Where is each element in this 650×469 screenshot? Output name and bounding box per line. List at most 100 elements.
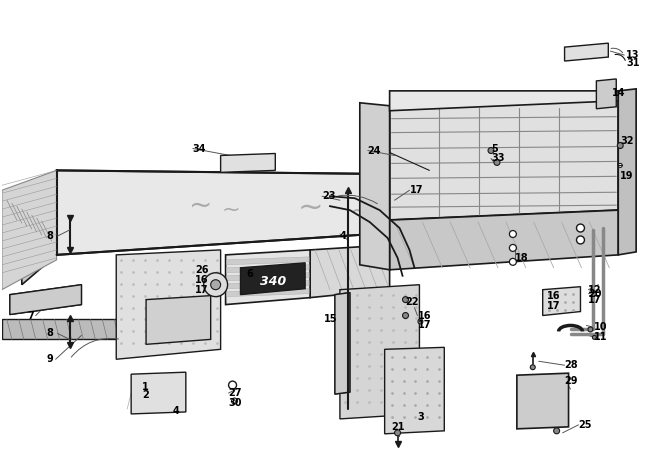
Text: 18: 18 (515, 253, 528, 263)
Text: 19: 19 (620, 171, 634, 182)
Circle shape (588, 327, 593, 332)
Circle shape (418, 319, 423, 324)
Circle shape (203, 273, 227, 296)
Circle shape (211, 280, 220, 290)
Text: 340: 340 (260, 275, 287, 288)
Polygon shape (2, 170, 57, 290)
FancyArrowPatch shape (611, 48, 623, 53)
Text: 23: 23 (322, 191, 335, 201)
Polygon shape (565, 43, 608, 61)
Polygon shape (220, 153, 276, 173)
Text: 10: 10 (594, 323, 608, 333)
Polygon shape (146, 295, 211, 344)
Text: 4: 4 (340, 231, 346, 241)
Text: 25: 25 (578, 420, 592, 430)
Polygon shape (226, 250, 310, 304)
Text: 16: 16 (195, 275, 209, 285)
Polygon shape (227, 257, 309, 265)
Text: 17: 17 (547, 301, 560, 310)
Text: ~: ~ (349, 200, 370, 224)
Polygon shape (389, 99, 618, 220)
Text: 34: 34 (193, 144, 206, 153)
Text: 17: 17 (588, 295, 602, 304)
Polygon shape (227, 281, 309, 289)
Polygon shape (10, 285, 81, 315)
Text: 28: 28 (565, 360, 578, 370)
Polygon shape (389, 91, 618, 111)
Text: ~: ~ (189, 191, 213, 219)
Circle shape (510, 258, 516, 265)
Text: 22: 22 (406, 296, 419, 307)
Text: 32: 32 (620, 136, 634, 145)
Polygon shape (240, 263, 305, 295)
Circle shape (402, 296, 408, 303)
Circle shape (554, 428, 560, 434)
Text: 31: 31 (626, 58, 640, 68)
Polygon shape (543, 287, 580, 316)
Text: 30: 30 (229, 398, 242, 408)
Text: 13: 13 (626, 50, 640, 60)
Polygon shape (517, 373, 569, 429)
Text: 17: 17 (195, 285, 209, 295)
Text: 8: 8 (47, 328, 53, 339)
Text: 17: 17 (410, 185, 423, 195)
Text: 8: 8 (47, 231, 53, 241)
Text: 1: 1 (142, 382, 149, 392)
Circle shape (229, 381, 237, 389)
Text: 24: 24 (368, 145, 382, 156)
Polygon shape (340, 285, 419, 419)
Polygon shape (2, 319, 131, 340)
Circle shape (510, 231, 516, 237)
Text: 17: 17 (417, 320, 431, 331)
Text: 29: 29 (565, 376, 578, 386)
Circle shape (395, 430, 400, 436)
Text: 4: 4 (173, 406, 179, 416)
Polygon shape (227, 289, 309, 296)
Text: ~: ~ (297, 194, 323, 223)
Polygon shape (131, 372, 186, 414)
Text: 6: 6 (246, 269, 254, 279)
Polygon shape (227, 273, 309, 281)
Circle shape (510, 244, 516, 251)
Text: 5: 5 (491, 144, 498, 153)
Polygon shape (618, 89, 636, 255)
Polygon shape (227, 265, 309, 273)
Circle shape (618, 143, 623, 149)
Text: 14: 14 (612, 88, 626, 98)
Polygon shape (57, 170, 509, 255)
Text: 11: 11 (594, 333, 608, 342)
Text: 15: 15 (324, 315, 338, 325)
Text: 16: 16 (547, 291, 560, 301)
Polygon shape (360, 103, 389, 270)
Text: 9: 9 (47, 354, 53, 364)
Polygon shape (22, 170, 57, 285)
Circle shape (577, 224, 584, 232)
Circle shape (577, 236, 584, 244)
Circle shape (231, 398, 237, 404)
Polygon shape (116, 250, 220, 359)
Text: 3: 3 (417, 412, 424, 422)
Circle shape (494, 159, 500, 166)
Polygon shape (385, 348, 445, 434)
Text: 16: 16 (417, 310, 431, 320)
Text: 2: 2 (142, 390, 149, 400)
Text: ~: ~ (221, 200, 240, 220)
Circle shape (618, 163, 622, 167)
Circle shape (402, 312, 408, 318)
Text: 7: 7 (27, 310, 34, 320)
Text: 27: 27 (229, 388, 242, 398)
Polygon shape (310, 245, 389, 298)
Text: 20: 20 (588, 288, 602, 299)
Text: 26: 26 (195, 265, 209, 275)
FancyArrowPatch shape (339, 195, 377, 204)
Circle shape (530, 365, 535, 370)
FancyArrowPatch shape (615, 54, 625, 61)
Circle shape (592, 335, 597, 340)
Text: 33: 33 (491, 153, 504, 164)
Text: 12: 12 (588, 285, 602, 295)
Polygon shape (335, 293, 350, 394)
Text: 21: 21 (391, 422, 405, 432)
FancyArrowPatch shape (72, 338, 118, 357)
Polygon shape (389, 210, 618, 270)
Circle shape (488, 148, 494, 153)
